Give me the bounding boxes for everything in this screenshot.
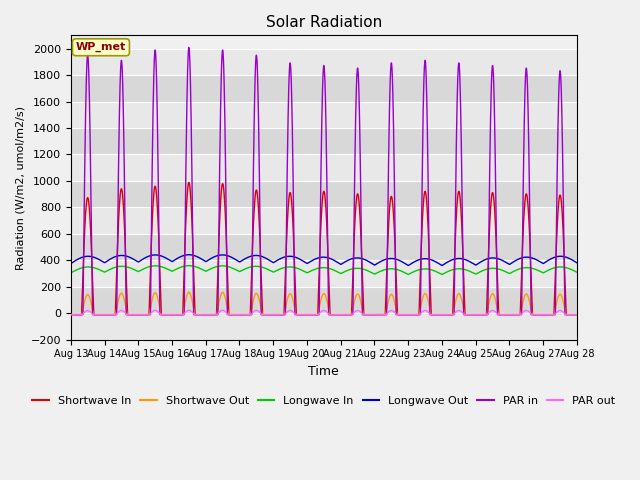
Bar (71, 207, 577, 234)
X-axis label: Time: Time (308, 365, 339, 378)
Bar (71, 128, 577, 155)
Text: WP_met: WP_met (76, 42, 126, 52)
Bar (71, 155, 577, 181)
Bar (71, 101, 577, 128)
Legend: Shortwave In, Shortwave Out, Longwave In, Longwave Out, PAR in, PAR out: Shortwave In, Shortwave Out, Longwave In… (28, 391, 620, 410)
Bar (71, 287, 577, 313)
Title: Solar Radiation: Solar Radiation (266, 15, 382, 30)
Bar (71, 260, 577, 287)
Bar (71, 234, 577, 260)
Bar (71, 181, 577, 207)
Y-axis label: Radiation (W/m2, umol/m2/s): Radiation (W/m2, umol/m2/s) (15, 106, 25, 270)
Bar (71, 48, 577, 75)
Bar (71, 313, 577, 340)
Bar (71, 75, 577, 101)
